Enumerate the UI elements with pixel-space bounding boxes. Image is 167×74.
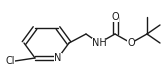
Text: O: O (127, 38, 135, 48)
Text: Cl: Cl (6, 56, 15, 66)
Text: N: N (54, 53, 62, 63)
Text: O: O (111, 12, 119, 22)
Text: NH: NH (92, 38, 106, 48)
